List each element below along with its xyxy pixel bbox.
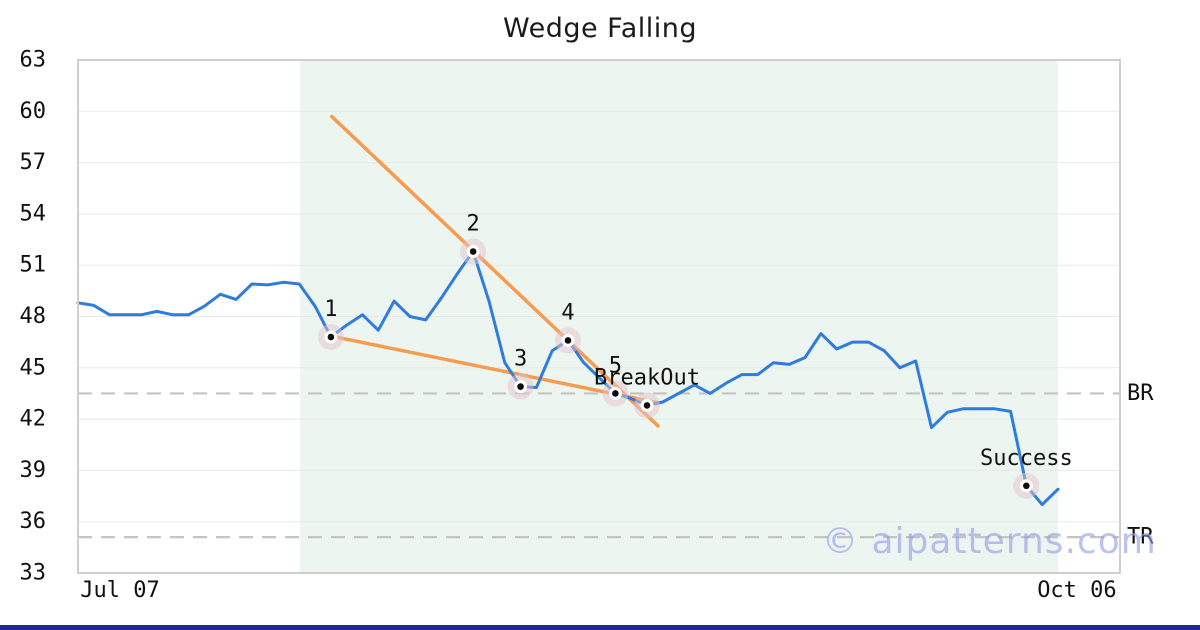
chart-title: Wedge Falling — [502, 13, 698, 44]
y-tick-label: 42 — [20, 407, 47, 432]
bottom-accent-bar — [0, 625, 1200, 630]
watermark: © aipatterns.com — [822, 521, 1157, 562]
y-tick-label: 63 — [20, 48, 47, 73]
annotation-label-breakout: BreakOut — [594, 365, 700, 390]
marker-dot — [517, 383, 524, 390]
marker-dot — [1023, 482, 1030, 490]
annotation-label-2: 2 — [467, 212, 480, 237]
annotation-label-5: 5 — [609, 353, 622, 378]
marker-dot — [327, 333, 335, 341]
annotation-label-4: 4 — [561, 300, 574, 325]
annotation-label-3: 3 — [514, 347, 527, 372]
y-tick-label: 48 — [20, 304, 47, 329]
x-tick-label: Jul 07 — [80, 578, 159, 603]
marker-dot — [469, 248, 477, 255]
annotation-label-success: Success — [980, 446, 1073, 471]
marker-dot — [643, 402, 651, 409]
annotation-label-1: 1 — [324, 297, 337, 322]
y-tick-label: 45 — [20, 355, 47, 380]
y-tick-label: 33 — [20, 561, 47, 586]
marker-dot — [612, 390, 619, 397]
y-tick-label: 51 — [20, 253, 47, 278]
target-level-label: TR — [1127, 525, 1154, 550]
y-tick-label: 36 — [20, 509, 47, 534]
x-tick-label: Oct 06 — [1037, 578, 1116, 603]
marker-dot — [564, 337, 572, 344]
breakout-level-label: BR — [1127, 381, 1154, 406]
y-tick-label: 54 — [20, 201, 47, 226]
y-tick-label: 39 — [20, 458, 47, 483]
y-tick-label: 57 — [20, 150, 47, 175]
upper-trendline — [329, 114, 660, 428]
plot-border — [77, 59, 1121, 574]
y-tick-label: 60 — [20, 99, 47, 124]
